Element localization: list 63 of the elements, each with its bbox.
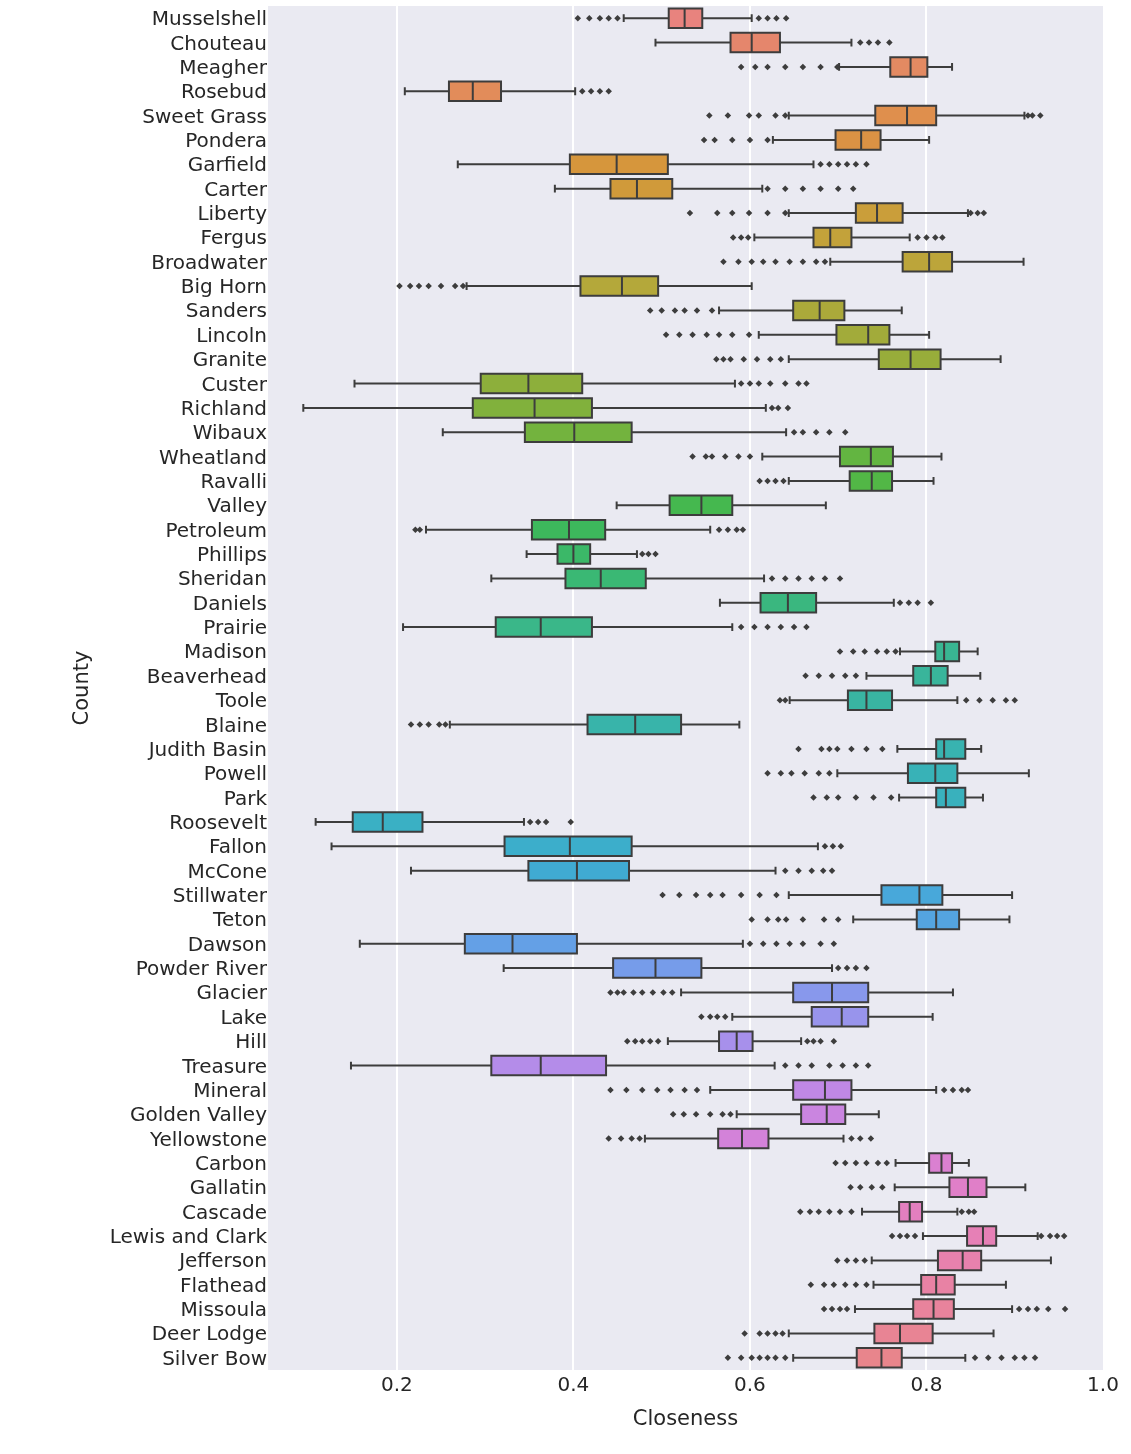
y-tick-label: Silver Bow (162, 1345, 267, 1370)
y-tick-label: Jefferson (177, 1248, 267, 1273)
y-tick-label: Powder River (135, 956, 268, 981)
y-tick-label: Dawson (187, 931, 267, 956)
y-tick-label: Yellowstone (148, 1126, 267, 1151)
x-tick-label: 0.4 (557, 1372, 590, 1396)
y-tick-label: McCone (187, 858, 267, 883)
y-tick-label: Musselshell (151, 6, 267, 31)
y-tick-label: Pondera (185, 127, 267, 152)
y-tick-label: Beaverhead (146, 663, 267, 688)
y-tick-label: Teton (212, 907, 267, 932)
y-tick-label: Hill (235, 1029, 267, 1054)
y-tick-label: Blaine (204, 712, 267, 737)
y-tick-label: Gallatin (189, 1175, 267, 1200)
y-tick-label: Toole (214, 688, 267, 713)
y-tick-label: Petroleum (165, 517, 267, 542)
y-tick-label: Cascade (182, 1199, 267, 1224)
y-tick-label: Park (223, 785, 268, 810)
y-tick-label: Fallon (209, 834, 267, 859)
y-tick-label: Roosevelt (169, 809, 268, 834)
y-tick-label: Granite (192, 347, 267, 372)
y-tick-label: Lincoln (196, 322, 267, 347)
y-tick-label: Lake (220, 1004, 267, 1029)
y-tick-label: Powell (203, 761, 267, 786)
x-axis-title: Closeness (632, 1406, 739, 1431)
y-tick-label: Treasure (181, 1053, 267, 1078)
y-tick-label: Daniels (192, 590, 267, 615)
y-tick-label: Rosebud (180, 79, 267, 104)
y-tick-label: Missoula (180, 1297, 267, 1322)
y-tick-label: Carbon (194, 1150, 267, 1175)
y-axis-title: County (68, 650, 93, 726)
x-tick-label: 0.8 (910, 1372, 943, 1396)
y-tick-label: Madison (183, 639, 267, 664)
y-tick-label: Valley (207, 493, 268, 518)
y-tick-label: Wibaux (192, 420, 268, 445)
y-tick-label: Flathead (179, 1272, 267, 1297)
x-tick-label: 0.2 (380, 1372, 413, 1396)
y-tick-label: Custer (201, 371, 268, 396)
y-tick-label: Chouteau (170, 30, 267, 55)
y-tick-label: Sweet Grass (142, 103, 267, 128)
y-tick-label: Deer Lodge (151, 1321, 267, 1346)
x-tick-label: 0.6 (734, 1372, 766, 1396)
y-tick-label: Mineral (193, 1077, 267, 1102)
y-tick-label: Prairie (203, 615, 267, 640)
y-tick-label: Sheridan (177, 566, 267, 591)
y-tick-label: Broadwater (151, 249, 268, 274)
y-tick-label: Golden Valley (130, 1102, 268, 1127)
y-tick-label: Richland (180, 395, 267, 420)
y-tick-label: Carter (204, 176, 268, 201)
y-tick-label: Garfield (187, 152, 267, 177)
y-tick-label: Ravalli (200, 468, 267, 493)
y-tick-label: Phillips (196, 542, 267, 567)
y-tick-label: Meagher (179, 54, 268, 79)
y-tick-label: Liberty (197, 201, 268, 226)
y-tick-label: Fergus (200, 225, 267, 250)
x-tick-label: 1.0 (1087, 1372, 1119, 1396)
y-tick-label: Lewis and Clark (109, 1224, 268, 1249)
y-tick-label: Wheatland (158, 444, 267, 469)
y-tick-label: Stillwater (172, 883, 268, 908)
y-tick-label: Sanders (185, 298, 267, 323)
y-tick-label: Big Horn (180, 274, 267, 299)
y-tick-label: Judith Basin (146, 736, 267, 761)
y-tick-label: Glacier (196, 980, 268, 1005)
